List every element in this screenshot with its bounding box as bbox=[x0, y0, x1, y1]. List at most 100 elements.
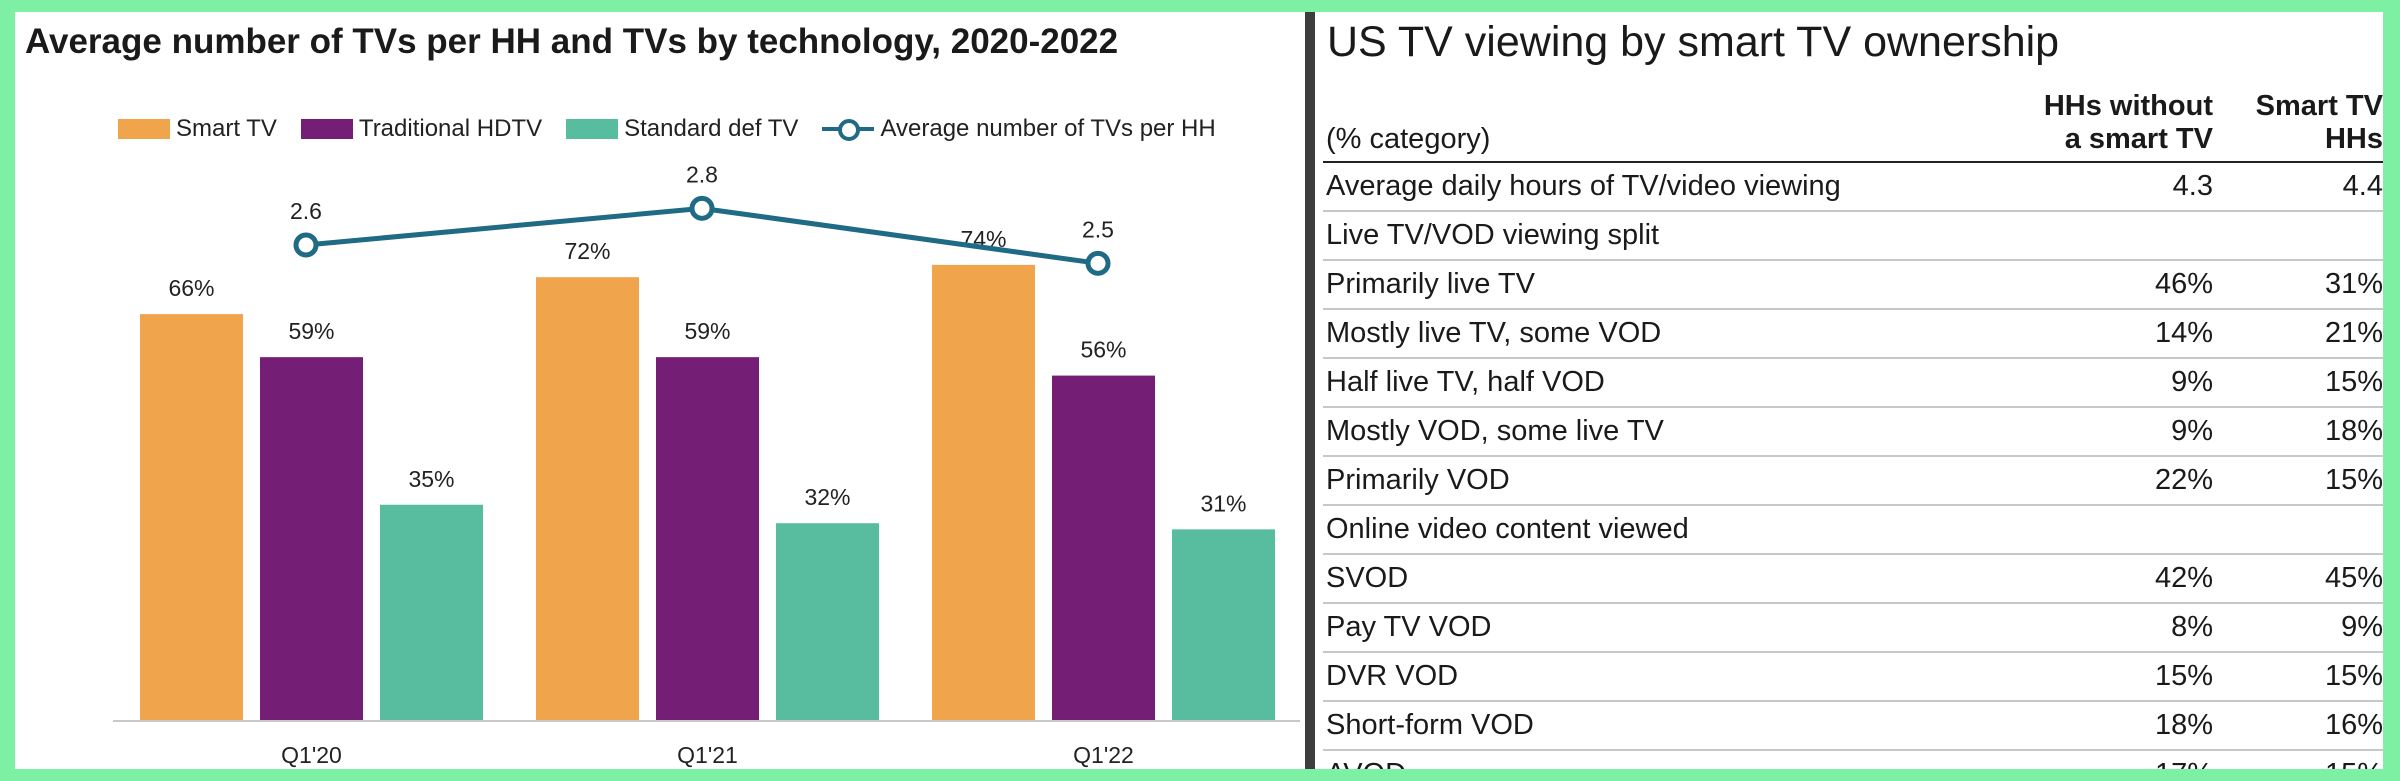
value-without-smart-tv: 42% bbox=[1943, 554, 2213, 604]
legend-swatch-traditional-hdtv bbox=[300, 119, 353, 139]
table-row: SVOD 42% 45% bbox=[1323, 554, 2383, 604]
legend-label: Standard def TV bbox=[624, 115, 799, 142]
line-data-label: 2.6 bbox=[290, 198, 322, 224]
legend-item-standard-def-tv: Standard def TV bbox=[566, 115, 798, 143]
x-tick-label: Q1'20 bbox=[281, 742, 342, 768]
value-smart-tv: 45% bbox=[2213, 554, 2383, 604]
table-row: Pay TV VOD 8% 9% bbox=[1323, 603, 2383, 653]
value-without-smart-tv: 9% bbox=[1943, 407, 2213, 457]
row-label: Half live TV, half VOD bbox=[1323, 358, 1943, 408]
row-label: Short-form VOD bbox=[1323, 701, 1943, 751]
line-point-marker bbox=[293, 232, 319, 258]
value-smart-tv: 21% bbox=[2213, 309, 2383, 359]
value-without-smart-tv: 8% bbox=[1943, 603, 2213, 653]
value-smart-tv: 18% bbox=[2213, 407, 2383, 457]
bar-standard-def-tv bbox=[1172, 529, 1275, 720]
bar-standard-def-tv bbox=[380, 504, 483, 720]
row-label: Live TV/VOD viewing split bbox=[1323, 211, 1943, 261]
value-without-smart-tv: 4.3 bbox=[1943, 162, 2213, 212]
chart-title: Average number of TVs per HH and TVs by … bbox=[25, 22, 1119, 61]
bar-data-label: 31% bbox=[1200, 490, 1246, 516]
column-header-category: (% category) bbox=[1323, 84, 1943, 163]
row-label: DVR VOD bbox=[1323, 652, 1943, 702]
legend-label: Traditional HDTV bbox=[358, 115, 543, 142]
legend-item-average-tvs: Average number of TVs per HH bbox=[822, 115, 1216, 143]
x-tick-label: Q1'22 bbox=[1073, 742, 1134, 768]
value-smart-tv: 15% bbox=[2213, 456, 2383, 506]
legend-swatch-standard-def-tv bbox=[566, 119, 619, 139]
value-without-smart-tv: 14% bbox=[1943, 309, 2213, 359]
bar-data-label: 72% bbox=[564, 238, 610, 264]
bar-traditional-hdtv bbox=[1052, 375, 1155, 720]
table-row: Primarily VOD 22% 15% bbox=[1323, 456, 2383, 506]
table-row: Average daily hours of TV/video viewing 4… bbox=[1323, 162, 2383, 212]
value-without-smart-tv: 15% bbox=[1943, 652, 2213, 702]
value-without-smart-tv: 9% bbox=[1943, 358, 2213, 408]
line-data-label: 2.8 bbox=[686, 161, 718, 187]
legend-line-marker-icon bbox=[822, 119, 875, 141]
value-without-smart-tv: 46% bbox=[1943, 260, 2213, 310]
table-row: Mostly VOD, some live TV 9% 18% bbox=[1323, 407, 2383, 457]
bar-smart-tv bbox=[536, 277, 639, 720]
value-smart-tv bbox=[2213, 505, 2383, 555]
table-row: Short-form VOD 18% 16% bbox=[1323, 701, 2383, 751]
bar-traditional-hdtv bbox=[260, 357, 363, 720]
bar-data-label: 59% bbox=[288, 318, 334, 344]
table-row: Live TV/VOD viewing split bbox=[1323, 211, 2383, 261]
column-header-smart-tv-hhs: Smart TV HHs bbox=[2213, 84, 2383, 163]
chart-panel: Average number of TVs per HH and TVs by … bbox=[15, 12, 1305, 769]
table-row: Online video content viewed bbox=[1323, 505, 2383, 555]
table-row: Mostly live TV, some VOD 14% 21% bbox=[1323, 309, 2383, 359]
value-smart-tv: 16% bbox=[2213, 701, 2383, 751]
table-panel: US TV viewing by smart TV ownership (% c… bbox=[1315, 12, 2383, 769]
line-point-marker bbox=[1085, 250, 1111, 276]
table-header-row: (% category) HHs without a smart TV Smart… bbox=[1323, 84, 2383, 163]
column-header-without-smart-tv: HHs without a smart TV bbox=[1943, 84, 2213, 163]
bar-smart-tv bbox=[932, 264, 1035, 720]
panel-divider bbox=[1305, 12, 1315, 769]
legend-item-traditional-hdtv: Traditional HDTV bbox=[300, 115, 543, 143]
row-label: AVOD bbox=[1323, 750, 1943, 769]
table-title: US TV viewing by smart TV ownership bbox=[1327, 18, 2060, 66]
value-smart-tv: 15% bbox=[2213, 358, 2383, 408]
table-row: Primarily live TV 46% 31% bbox=[1323, 260, 2383, 310]
chart-legend: Smart TV Traditional HDTV Standard def T… bbox=[118, 104, 1240, 154]
table-body: Average daily hours of TV/video viewing 4… bbox=[1323, 162, 2383, 769]
row-label: Pay TV VOD bbox=[1323, 603, 1943, 653]
value-without-smart-tv bbox=[1943, 211, 2213, 261]
table-row: AVOD17%15% bbox=[1323, 750, 2383, 769]
row-label: Primarily live TV bbox=[1323, 260, 1943, 310]
table-row: DVR VOD 15% 15% bbox=[1323, 652, 2383, 702]
line-data-label: 2.5 bbox=[1082, 216, 1114, 242]
value-smart-tv: 15% bbox=[2213, 750, 2383, 769]
row-label: Mostly live TV, some VOD bbox=[1323, 309, 1943, 359]
value-without-smart-tv: 22% bbox=[1943, 456, 2213, 506]
bar-standard-def-tv bbox=[776, 523, 879, 720]
row-label: Primarily VOD bbox=[1323, 456, 1943, 506]
bar-smart-tv bbox=[140, 314, 243, 720]
row-label: SVOD bbox=[1323, 554, 1943, 604]
bar-data-label: 32% bbox=[804, 484, 850, 510]
bar-data-label: 35% bbox=[408, 466, 454, 492]
value-without-smart-tv bbox=[1943, 505, 2213, 555]
value-without-smart-tv: 18% bbox=[1943, 701, 2213, 751]
legend-label: Smart TV bbox=[176, 115, 277, 142]
legend-item-smart-tv: Smart TV bbox=[118, 115, 277, 143]
value-smart-tv: 9% bbox=[2213, 603, 2383, 653]
row-label: Average daily hours of TV/video viewing bbox=[1323, 162, 1943, 212]
bar-data-label: 59% bbox=[684, 318, 730, 344]
value-smart-tv: 4.4 bbox=[2213, 162, 2383, 212]
legend-label: Average number of TVs per HH bbox=[880, 115, 1216, 142]
bar-traditional-hdtv bbox=[656, 357, 759, 720]
value-without-smart-tv: 17% bbox=[1943, 750, 2213, 769]
value-smart-tv bbox=[2213, 211, 2383, 261]
value-smart-tv: 31% bbox=[2213, 260, 2383, 310]
chart-plot: 66%59%35%Q1'2072%59%32%Q1'2174%56%31%Q1'… bbox=[113, 161, 1300, 768]
row-label: Online video content viewed bbox=[1323, 505, 1943, 555]
x-tick-label: Q1'21 bbox=[677, 742, 738, 768]
value-smart-tv: 15% bbox=[2213, 652, 2383, 702]
legend-swatch-smart-tv bbox=[118, 119, 170, 139]
line-point-marker bbox=[689, 195, 715, 221]
bar-data-label: 66% bbox=[168, 275, 214, 301]
viewing-table: (% category) HHs without a smart TV Smart… bbox=[1323, 84, 2383, 769]
